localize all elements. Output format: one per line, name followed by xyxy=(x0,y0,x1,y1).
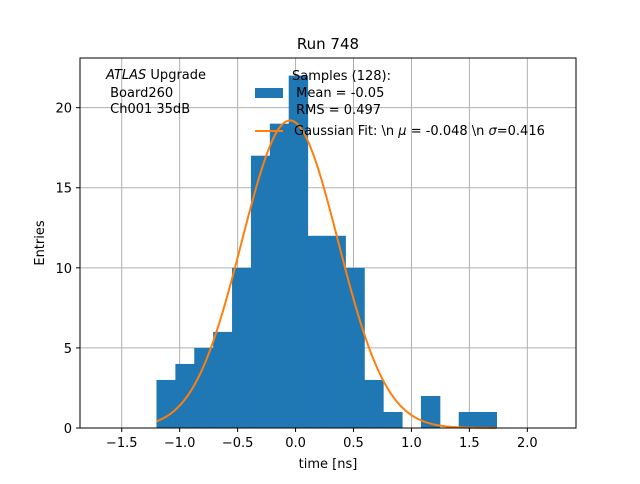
histogram-bar xyxy=(175,363,195,428)
x-tick-label: −1.0 xyxy=(164,436,196,451)
histogram-bar xyxy=(269,123,290,429)
x-tick-label: 2.0 xyxy=(517,436,538,451)
histogram-bar xyxy=(194,347,214,428)
x-axis-label: time [ns] xyxy=(299,457,358,472)
y-axis-label: Entries xyxy=(33,220,48,266)
annotation-channel: Ch001 35dB xyxy=(106,102,190,117)
legend: Samples (128): Mean = -0.05 RMS = 0.497 … xyxy=(255,69,545,139)
y-tick-label: 5 xyxy=(64,342,72,357)
histogram-bar xyxy=(477,411,498,428)
histogram-bar xyxy=(307,235,327,428)
histogram-bar xyxy=(213,331,233,428)
x-tick-label: 0.5 xyxy=(343,436,364,451)
legend-fit-prefix: Gaussian Fit: \n xyxy=(294,124,398,139)
x-tick-label: 1.5 xyxy=(459,436,480,451)
x-tick-label: −1.5 xyxy=(106,436,138,451)
histogram-bar xyxy=(420,395,441,428)
legend-histogram-line-3: RMS = 0.497 xyxy=(292,103,381,118)
x-axis-ticks: −1.5 −1.0 −0.5 0.0 0.5 1.0 1.5 2.0 xyxy=(106,428,538,451)
y-tick-label: 20 xyxy=(55,102,72,117)
x-tick-label: −0.5 xyxy=(222,436,254,451)
x-tick-label: 0.0 xyxy=(285,436,306,451)
y-tick-label: 10 xyxy=(55,262,72,277)
y-axis-ticks: 0 5 10 15 20 xyxy=(55,102,80,437)
legend-fit-mid: = -0.048 \n xyxy=(407,124,489,139)
histogram-bar xyxy=(383,411,403,428)
legend-histogram-line-1: Samples (128): xyxy=(292,69,391,84)
histogram-bar xyxy=(156,379,176,428)
annotation-board: Board260 xyxy=(106,86,173,101)
plot-frame xyxy=(79,57,577,429)
histogram-bar xyxy=(326,235,346,428)
atlas-annotation: ATLAS Upgrade Board260 Ch001 35dB xyxy=(105,68,206,117)
histogram-bars xyxy=(156,75,498,429)
legend-histogram-swatch xyxy=(255,88,283,98)
histogram-bar xyxy=(364,379,384,428)
y-tick-label: 15 xyxy=(55,182,72,197)
histogram-bar xyxy=(232,267,252,428)
y-tick-label: 0 xyxy=(64,422,72,437)
legend-fit-label: Gaussian Fit: \n μ = -0.048 \n σ=0.416 xyxy=(294,124,545,139)
legend-fit-suffix: =0.416 xyxy=(497,124,545,139)
chart-title: Run 748 xyxy=(297,35,359,53)
histogram-bar xyxy=(250,155,271,428)
legend-fit-sigma: σ xyxy=(489,124,498,139)
legend-histogram-line-2: Mean = -0.05 xyxy=(292,86,384,101)
grid-lines xyxy=(80,58,576,429)
histogram-bar xyxy=(345,267,365,428)
legend-fit-mu: μ xyxy=(397,124,406,139)
histogram-bar xyxy=(288,75,309,428)
gaussian-fit-curve xyxy=(156,119,497,429)
x-tick-label: 1.0 xyxy=(401,436,422,451)
annotation-line-1: ATLAS Upgrade xyxy=(105,68,206,83)
annotation-label: Upgrade xyxy=(150,68,206,83)
annotation-experiment: ATLAS xyxy=(105,68,146,83)
histogram-bar xyxy=(458,411,479,428)
